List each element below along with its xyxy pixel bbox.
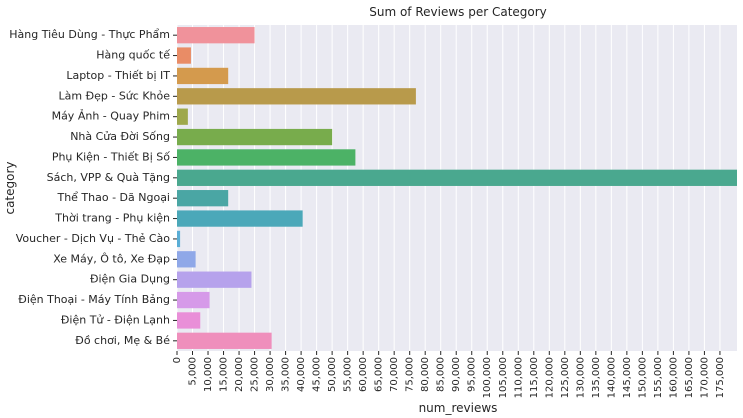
x-tick-label: 5,000	[188, 357, 199, 386]
x-tick-label: 70,000	[389, 357, 400, 392]
bar	[177, 271, 252, 288]
x-tick-label: 135,000	[591, 357, 602, 398]
bar	[177, 88, 416, 105]
x-tick-label: 20,000	[234, 357, 245, 392]
x-tick-label: 50,000	[327, 357, 338, 392]
x-tick-label: 125,000	[560, 357, 571, 398]
x-tick-label: 165,000	[684, 357, 695, 398]
x-tick-label: 0	[172, 357, 183, 363]
x-tick-label: 150,000	[637, 357, 648, 398]
x-tick-label: 15,000	[219, 357, 230, 392]
bar	[177, 108, 188, 125]
x-tick-label: 65,000	[374, 357, 385, 392]
category-label: Voucher - Dịch Vụ - Thẻ Cào	[16, 232, 171, 245]
category-label: Hàng quốc tế	[96, 49, 170, 62]
bar	[177, 128, 333, 146]
category-label: Điện Gia Dụng	[90, 273, 170, 286]
category-label: Điện Tử - Điện Lạnh	[61, 313, 170, 326]
x-tick-label: 10,000	[203, 357, 214, 392]
bar	[177, 27, 255, 44]
x-tick-label: 60,000	[358, 357, 369, 392]
category-label: Laptop - Thiết bị IT	[66, 69, 170, 82]
x-tick-label: 145,000	[622, 357, 633, 398]
x-tick-label: 100,000	[482, 357, 493, 398]
x-tick-label: 85,000	[436, 357, 447, 392]
x-tick-label: 55,000	[343, 357, 354, 392]
bar	[177, 169, 737, 186]
category-label: Đồ chơi, Mẹ & Bé	[75, 334, 170, 347]
category-label: Thời trang - Phụ kiện	[54, 212, 170, 225]
category-label: Sách, VPP & Quà Tặng	[47, 171, 170, 184]
category-label: Xe Máy, Ô tô, Xe Đạp	[53, 252, 170, 265]
x-tick-label: 105,000	[498, 357, 509, 398]
category-label: Phụ Kiện - Thiết Bị Số	[52, 150, 170, 163]
bar	[177, 47, 191, 64]
x-tick-label: 40,000	[296, 357, 307, 392]
bar	[177, 67, 229, 85]
bar	[177, 190, 229, 207]
x-tick-label: 45,000	[312, 357, 323, 392]
y-axis-label: category	[3, 161, 17, 214]
x-tick-labels: 0 5,000 10,000 15,000 20,000 25,000 30,000 35,0…	[172, 351, 726, 398]
x-tick-label: 30,000	[265, 357, 276, 392]
x-tick-label: 25,000	[250, 357, 261, 392]
x-tick-label: 130,000	[575, 357, 586, 398]
category-label: Điện Thoại - Máy Tính Bảng	[18, 293, 170, 306]
category-label: Nhà Cửa Đời Sống	[70, 130, 170, 143]
bar	[177, 210, 303, 227]
bar	[177, 312, 201, 329]
x-tick-label: 95,000	[467, 357, 478, 392]
x-tick-label: 110,000	[513, 357, 524, 398]
bar	[177, 230, 181, 248]
bar	[177, 251, 196, 268]
plot-area	[177, 25, 737, 351]
category-label: Thể Thao - Dã Ngoại	[56, 191, 170, 204]
x-tick-label: 170,000	[699, 357, 710, 398]
category-label: Máy Ảnh - Quay Phim	[52, 109, 170, 123]
y-tick-labels: Hàng Tiêu Dùng - Thực Phẩm Hàng quốc tế La…	[9, 28, 177, 347]
chart-title: Sum of Reviews per Category	[369, 5, 547, 19]
bar	[177, 291, 210, 309]
grid-lines	[176, 25, 721, 351]
category-label: Hàng Tiêu Dùng - Thực Phẩm	[9, 28, 170, 41]
category-label: Làm Đẹp - Sức Khỏe	[59, 89, 171, 102]
x-tick-label: 115,000	[529, 357, 540, 398]
x-tick-label: 155,000	[653, 357, 664, 398]
bar	[177, 149, 356, 166]
x-tick-label: 160,000	[668, 357, 679, 398]
x-axis-label: num_reviews	[419, 401, 498, 415]
x-tick-label: 35,000	[281, 357, 292, 392]
x-tick-label: 120,000	[544, 357, 555, 398]
x-tick-label: 75,000	[405, 357, 416, 392]
bar	[177, 332, 272, 349]
x-tick-label: 90,000	[451, 357, 462, 392]
bars	[177, 27, 737, 349]
x-tick-label: 80,000	[420, 357, 431, 392]
x-tick-label: 175,000	[715, 357, 726, 398]
x-tick-label: 140,000	[606, 357, 617, 398]
